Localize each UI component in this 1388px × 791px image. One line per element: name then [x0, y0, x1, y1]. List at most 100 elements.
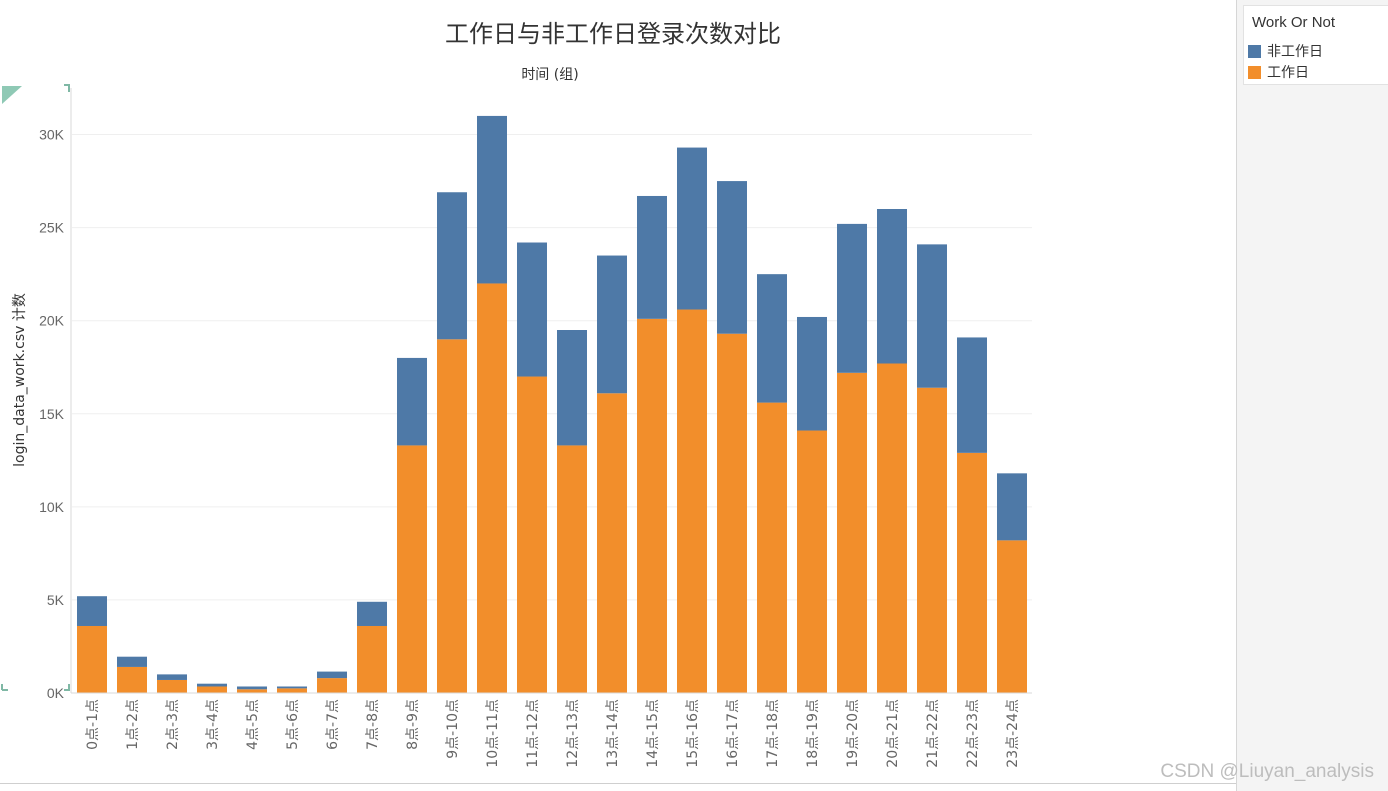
x-tick-label: 23点-24点 [1005, 699, 1021, 768]
legend-item-non-workday[interactable]: 非工作日 [1248, 42, 1323, 60]
y-tick-label: 10K [39, 499, 65, 515]
bar-non-workday [717, 181, 747, 334]
x-tick-label: 12点-13点 [565, 699, 581, 768]
legend-label-workday: 工作日 [1267, 65, 1309, 81]
y-tick-label: 20K [39, 313, 65, 329]
legend-label-non-workday: 非工作日 [1267, 44, 1323, 60]
bar-workday [277, 688, 307, 693]
bar-non-workday [917, 244, 947, 388]
bar-non-workday [597, 255, 627, 394]
bar-non-workday [197, 683, 227, 687]
x-tick-label: 13点-14点 [605, 699, 621, 768]
x-tick-label: 18点-19点 [805, 699, 821, 768]
bar-non-workday [437, 192, 467, 340]
bar-workday [837, 372, 867, 693]
bar-layer [77, 115, 1027, 693]
bar-non-workday [997, 473, 1027, 541]
chart-title: 工作日与非工作日登录次数对比 [445, 20, 781, 48]
selection-corner-marks [1, 84, 70, 691]
x-tick-label: 5点-6点 [285, 699, 301, 750]
corner-hatch-icon [2, 86, 22, 104]
x-tick-label: 11点-12点 [525, 699, 541, 768]
legend-item-workday[interactable]: 工作日 [1248, 63, 1309, 81]
x-tick-label: 9点-10点 [445, 699, 461, 759]
y-tick-label: 25K [39, 220, 65, 236]
bar-workday [437, 339, 467, 693]
x-tick-label: 6点-7点 [325, 699, 341, 750]
bar-non-workday [277, 686, 307, 689]
bar-workday [597, 393, 627, 693]
bar-workday [677, 309, 707, 693]
x-tick-label: 4点-5点 [245, 699, 261, 750]
y-tick-label: 15K [39, 406, 65, 422]
axis-layer: 0K 5K 10K 15K 20K 25K 30K 0点-1点 1点-2点 2点-3点 3点-4点 4… [39, 88, 1032, 768]
bar-non-workday [477, 115, 507, 284]
x-tick-label: 0点-1点 [85, 699, 101, 750]
x-tick-label: 21点-22点 [925, 699, 941, 768]
legend-panel: Work Or Not 非工作日 工作日 [1236, 0, 1388, 791]
bar-non-workday [517, 242, 547, 377]
bar-workday [997, 540, 1027, 693]
bar-non-workday [237, 686, 267, 690]
bar-non-workday [117, 656, 147, 667]
grid-layer [72, 134, 1032, 601]
x-tick-label: 14点-15点 [645, 699, 661, 768]
legend-swatch-non-workday [1248, 44, 1261, 58]
x-tick-label: 17点-18点 [765, 699, 781, 768]
bar-workday [157, 679, 187, 693]
bar-workday [557, 445, 587, 693]
bar-workday [517, 376, 547, 693]
bar-non-workday [637, 195, 667, 319]
bar-non-workday [357, 601, 387, 626]
watermark: CSDN @Liuyan_analysis [1160, 761, 1374, 782]
x-tick-label: 10点-11点 [485, 699, 501, 768]
bar-workday [397, 445, 427, 693]
y-axis-label: login_data_work.csv 计数 [12, 293, 28, 467]
x-tick-label: 16点-17点 [725, 699, 741, 768]
legend-title: Work Or Not [1252, 14, 1336, 31]
x-tick-label: 8点-9点 [405, 699, 421, 750]
bar-non-workday [957, 337, 987, 453]
y-tick-label: 0K [47, 685, 65, 701]
bar-non-workday [677, 147, 707, 310]
bar-non-workday [317, 671, 347, 679]
bar-workday [197, 686, 227, 693]
legend-swatch-workday [1248, 65, 1261, 79]
bar-workday [77, 625, 107, 693]
bar-non-workday [77, 596, 107, 626]
bar-workday [797, 430, 827, 693]
x-tick-label: 1点-2点 [125, 699, 141, 750]
x-tick-label: 15点-16点 [685, 699, 701, 768]
y-tick-label: 30K [39, 127, 65, 143]
bar-non-workday [157, 674, 187, 680]
bar-workday [717, 333, 747, 693]
bar-workday [477, 283, 507, 693]
x-tick-label: 2点-3点 [165, 699, 181, 750]
x-tick-label: 20点-21点 [885, 699, 901, 768]
bar-non-workday [397, 357, 427, 446]
bar-workday [357, 625, 387, 693]
bottom-divider [0, 783, 1236, 784]
bar-non-workday [557, 330, 587, 446]
bar-workday [317, 678, 347, 693]
bar-non-workday [757, 274, 787, 403]
legend: Work Or Not 非工作日 工作日 [1243, 5, 1388, 85]
bar-workday [637, 318, 667, 693]
bar-workday [117, 666, 147, 693]
chart-subtitle: 时间 (组) [521, 67, 578, 83]
bar-non-workday [877, 209, 907, 364]
bar-workday [917, 387, 947, 693]
x-tick-label: 3点-4点 [205, 699, 221, 750]
bar-non-workday [837, 223, 867, 373]
bar-workday [877, 363, 907, 693]
bar-non-workday [797, 316, 827, 431]
bar-workday [237, 689, 267, 693]
x-tick-label: 7点-8点 [365, 699, 381, 750]
y-tick-label: 5K [47, 592, 65, 608]
chart-canvas: 工作日与非工作日登录次数对比 时间 (组) login_data_work.cs… [1, 20, 1032, 768]
x-tick-label: 19点-20点 [845, 699, 861, 768]
bar-workday [757, 402, 787, 693]
bar-workday [957, 452, 987, 693]
x-tick-label: 22点-23点 [965, 699, 981, 768]
